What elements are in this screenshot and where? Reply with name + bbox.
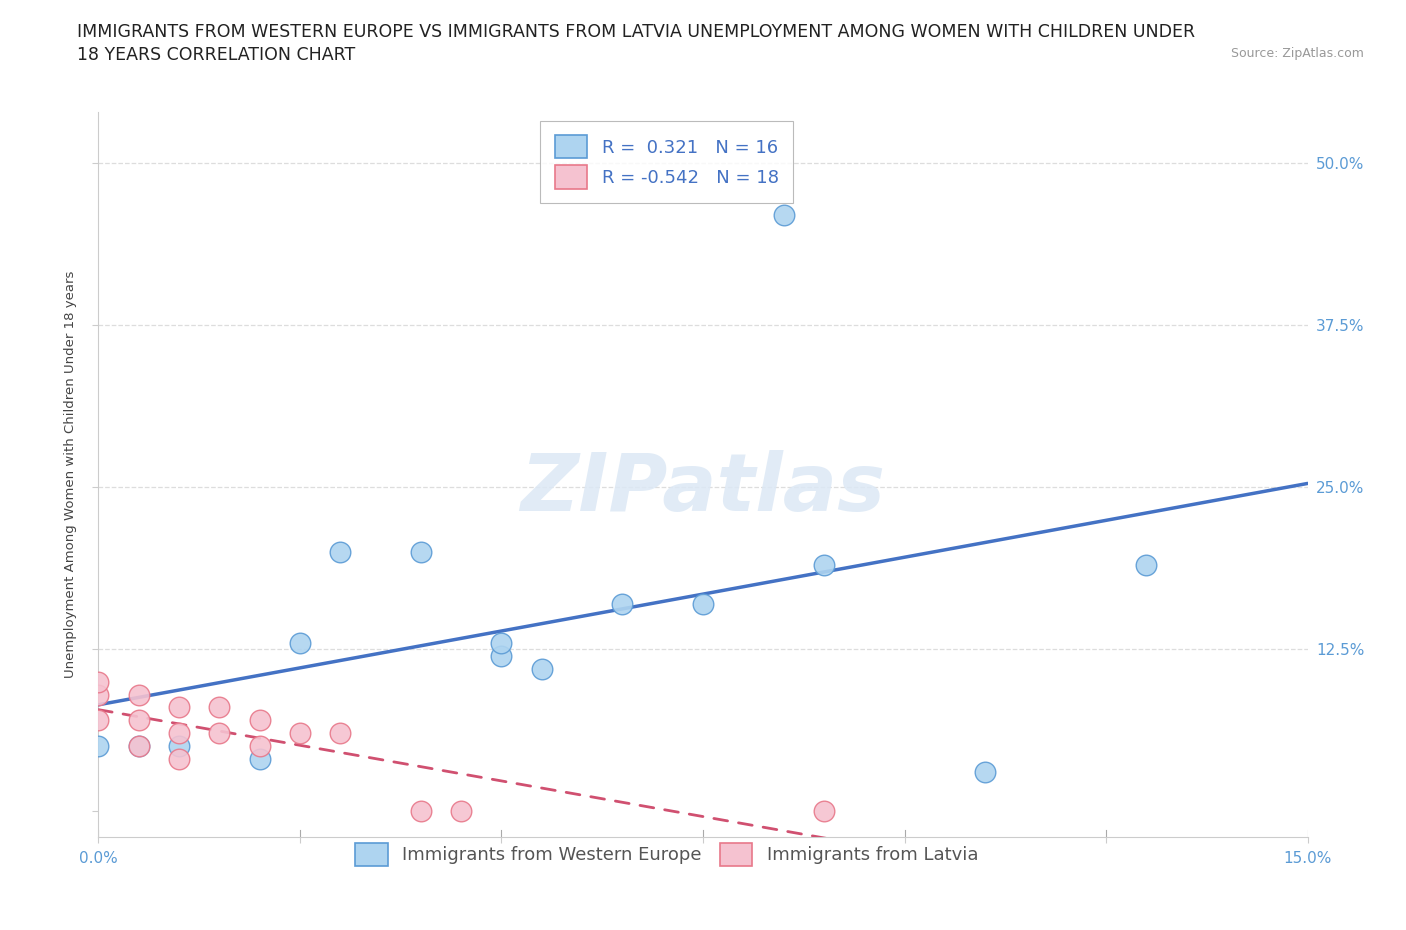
Point [167, 700, 190, 715]
Point [128, 687, 150, 702]
Point [208, 726, 231, 741]
Point [329, 545, 352, 560]
Point [128, 738, 150, 753]
Point [167, 726, 190, 741]
Point [974, 764, 997, 779]
Point [813, 558, 835, 573]
Point [1135, 558, 1157, 573]
Point [450, 804, 472, 818]
Point [167, 751, 190, 766]
Point [692, 596, 714, 611]
Legend: Immigrants from Western Europe, Immigrants from Latvia: Immigrants from Western Europe, Immigran… [346, 834, 987, 875]
Point [249, 713, 271, 728]
Point [329, 726, 352, 741]
Y-axis label: Unemployment Among Women with Children Under 18 years: Unemployment Among Women with Children U… [63, 271, 77, 678]
Text: IMMIGRANTS FROM WESTERN EUROPE VS IMMIGRANTS FROM LATVIA UNEMPLOYMENT AMONG WOME: IMMIGRANTS FROM WESTERN EUROPE VS IMMIGR… [77, 23, 1195, 41]
Text: 18 YEARS CORRELATION CHART: 18 YEARS CORRELATION CHART [77, 46, 356, 64]
Point [288, 726, 311, 741]
Point [772, 207, 794, 222]
Point [409, 545, 432, 560]
Point [87, 738, 110, 753]
Point [208, 700, 231, 715]
Point [249, 738, 271, 753]
Point [530, 661, 553, 676]
Point [128, 713, 150, 728]
Point [128, 738, 150, 753]
Text: Source: ZipAtlas.com: Source: ZipAtlas.com [1230, 46, 1364, 60]
Point [87, 674, 110, 689]
Point [813, 804, 835, 818]
Point [87, 713, 110, 728]
Point [491, 648, 513, 663]
Point [167, 738, 190, 753]
Point [612, 596, 634, 611]
Point [87, 687, 110, 702]
Point [249, 751, 271, 766]
Point [288, 635, 311, 650]
Point [409, 804, 432, 818]
Point [491, 635, 513, 650]
Text: ZIPatlas: ZIPatlas [520, 450, 886, 528]
